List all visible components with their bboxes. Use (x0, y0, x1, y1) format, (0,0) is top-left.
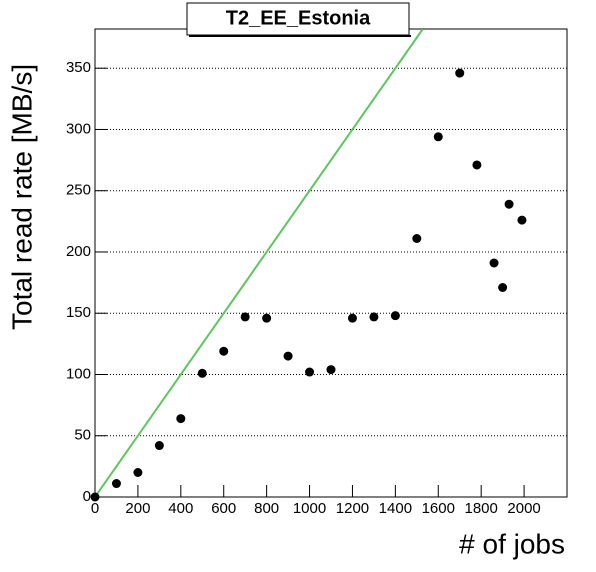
x-tick-label: 600 (211, 500, 236, 517)
x-tick-label: 800 (254, 500, 279, 517)
data-point (433, 132, 443, 142)
data-point (472, 160, 482, 170)
x-axis-label: # of jobs (459, 528, 565, 559)
x-tick-label: 1600 (422, 500, 455, 517)
data-point (283, 351, 293, 361)
y-tick-label: 300 (66, 120, 91, 137)
reference-line (95, 29, 424, 497)
data-point (133, 467, 143, 477)
y-tick-label: 250 (66, 182, 91, 199)
data-point (197, 368, 207, 378)
data-point (154, 441, 164, 451)
chart-title: T2_EE_Estonia (226, 7, 371, 29)
data-point (390, 311, 400, 321)
x-tick-label: 0 (91, 500, 99, 517)
y-tick-label: 50 (74, 427, 91, 444)
data-point (347, 313, 357, 323)
data-point (219, 346, 229, 356)
y-tick-label: 0 (83, 488, 91, 505)
data-point (176, 414, 186, 424)
data-point (517, 215, 527, 225)
data-point (240, 312, 250, 322)
data-point (369, 312, 379, 322)
data-point (412, 233, 422, 243)
data-point (305, 367, 315, 377)
x-tick-label: 1200 (336, 500, 369, 517)
y-tick-label: 350 (66, 59, 91, 76)
data-point (455, 68, 465, 78)
data-point (504, 199, 514, 209)
data-point (498, 283, 508, 293)
data-point (326, 365, 336, 375)
y-axis-label: Total read rate [MB/s] (6, 64, 37, 330)
y-tick-label: 150 (66, 304, 91, 321)
y-tick-label: 200 (66, 243, 91, 260)
x-tick-label: 2000 (507, 500, 540, 517)
data-point (90, 492, 100, 502)
data-point (262, 313, 272, 323)
data-point (111, 479, 121, 489)
x-tick-label: 1800 (464, 500, 497, 517)
x-tick-label: 1000 (293, 500, 326, 517)
x-tick-label: 200 (125, 500, 150, 517)
x-tick-label: 400 (168, 500, 193, 517)
x-tick-label: 1400 (379, 500, 412, 517)
title-shadow (189, 35, 411, 37)
y-tick-label: 100 (66, 365, 91, 382)
data-point (489, 258, 499, 268)
